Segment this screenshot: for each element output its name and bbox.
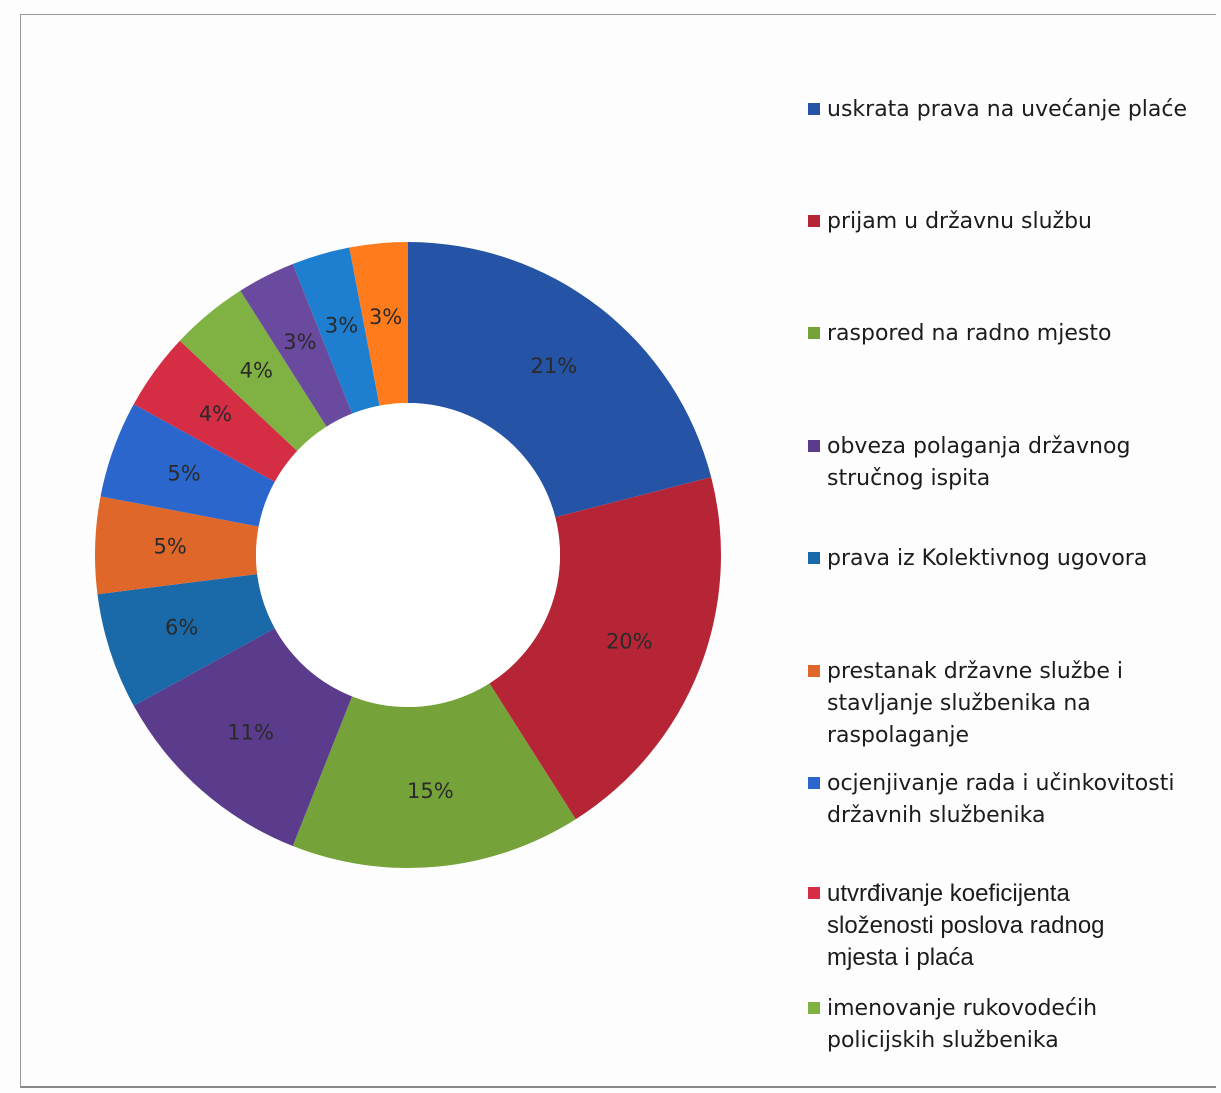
legend-swatch (808, 440, 820, 452)
legend-swatch (808, 103, 820, 115)
legend-item-prijam: prijam u državnu službu (808, 206, 1092, 238)
donut-hole (256, 403, 560, 707)
slice-label: 3% (283, 330, 316, 354)
chart-frame (20, 14, 1216, 1088)
legend-swatch (808, 215, 820, 227)
slice-label: 15% (407, 779, 454, 803)
slice-label: 3% (369, 305, 402, 329)
slice-label: 4% (240, 359, 273, 383)
donut-slice (292, 247, 380, 414)
slice-label: 5% (167, 461, 200, 485)
legend-label: uskrata prava na uvećanje plaće (827, 97, 1188, 122)
legend-label: utvrđivanje koeficijenta složenosti posl… (827, 880, 1105, 971)
legend-swatch (808, 327, 820, 339)
legend-label: prestanak državne službe i stavljanje sl… (827, 659, 1123, 748)
donut-slice (97, 574, 275, 706)
legend-item-prestanak: prestanak državne službe i stavljanje sl… (808, 656, 1123, 752)
slice-label: 4% (199, 402, 232, 426)
legend-label: raspored na radno mjesto (827, 321, 1112, 346)
donut-slice (179, 290, 327, 451)
legend-swatch (808, 552, 820, 564)
legend-swatch (808, 887, 820, 899)
legend-swatch (808, 665, 820, 677)
slice-label: 11% (227, 721, 274, 745)
donut-slice (133, 628, 353, 847)
legend-item-uskrata: uskrata prava na uvećanje plaće (808, 94, 1187, 126)
legend-item-imenovanje: imenovanje rukovodećih policijskih služb… (808, 993, 1097, 1057)
legend-item-ocjenjivanje: ocjenjivanje rada i učinkovitosti državn… (808, 768, 1174, 832)
legend-item-raspored: raspored na radno mjesto (808, 318, 1111, 350)
slice-label: 5% (153, 535, 186, 559)
legend-label: prijam u državnu službu (827, 209, 1092, 234)
donut-slice (133, 340, 298, 482)
donut-slice (408, 242, 712, 518)
legend-label: prava iz Kolektivnog ugovora (827, 546, 1148, 571)
legend-label: imenovanje rukovodećih policijskih služb… (827, 996, 1098, 1053)
legend-item-prava: prava iz Kolektivnog ugovora (808, 543, 1147, 575)
legend-label: ocjenjivanje rada i učinkovitosti državn… (827, 771, 1175, 828)
legend-swatch (808, 777, 820, 789)
donut-slice (292, 683, 576, 868)
donut-slice (95, 496, 259, 595)
donut-slice (349, 242, 408, 406)
legend-swatch (808, 1002, 820, 1014)
donut-slice (240, 263, 353, 427)
slice-label: 20% (606, 630, 653, 654)
donut-slice (489, 477, 721, 820)
legend-item-utvrdivanje: utvrđivanje koeficijenta složenosti posl… (808, 878, 1105, 974)
slice-label: 3% (325, 313, 358, 337)
legend-item-obveza: obveza polaganja državnog stručnog ispit… (808, 431, 1130, 495)
legend-label: obveza polaganja državnog stručnog ispit… (827, 434, 1131, 491)
donut-slice (100, 404, 275, 527)
slice-label: 21% (531, 354, 578, 378)
slice-label: 6% (165, 616, 198, 640)
donut-chart: 21% 20% 15% 11% 6% 5% 5% 4% 4% 3% 3% 3% (95, 242, 721, 868)
